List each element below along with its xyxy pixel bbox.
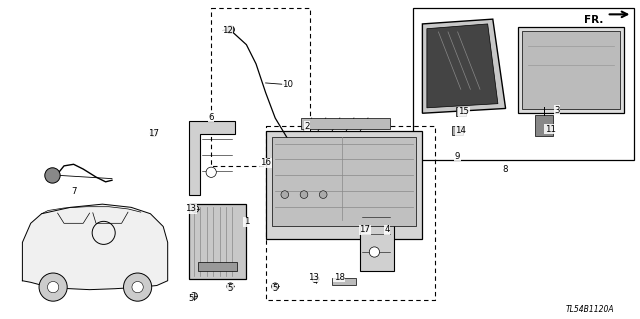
Circle shape bbox=[124, 273, 152, 301]
Text: 2: 2 bbox=[305, 122, 310, 130]
Text: 5: 5 bbox=[188, 294, 193, 303]
Bar bbox=[189, 204, 246, 279]
Text: 14: 14 bbox=[455, 126, 467, 135]
Bar bbox=[266, 126, 435, 300]
Polygon shape bbox=[150, 130, 157, 137]
Text: FR.: FR. bbox=[584, 15, 603, 25]
Bar bbox=[211, 8, 310, 166]
Circle shape bbox=[47, 281, 59, 293]
Bar bbox=[535, 115, 553, 136]
Circle shape bbox=[45, 168, 60, 183]
Text: 5: 5 bbox=[228, 284, 233, 293]
Bar bbox=[332, 278, 356, 285]
Text: 17: 17 bbox=[359, 225, 371, 234]
Circle shape bbox=[369, 247, 380, 257]
Circle shape bbox=[312, 276, 319, 283]
Text: 13: 13 bbox=[308, 273, 319, 282]
Polygon shape bbox=[349, 198, 394, 271]
Bar bbox=[301, 118, 390, 129]
Circle shape bbox=[192, 205, 198, 212]
Bar bbox=[413, 8, 634, 160]
Circle shape bbox=[39, 273, 67, 301]
Text: 5: 5 bbox=[273, 284, 278, 293]
Circle shape bbox=[227, 26, 234, 34]
Text: 11: 11 bbox=[545, 125, 556, 134]
Text: 17: 17 bbox=[148, 130, 159, 138]
Text: 18: 18 bbox=[333, 273, 345, 282]
Polygon shape bbox=[22, 204, 168, 290]
Circle shape bbox=[319, 191, 327, 198]
Circle shape bbox=[300, 191, 308, 198]
Circle shape bbox=[281, 191, 289, 198]
Text: TL54B1120A: TL54B1120A bbox=[566, 305, 614, 314]
Text: 9: 9 bbox=[455, 152, 460, 161]
Text: 13: 13 bbox=[185, 204, 196, 213]
Bar bbox=[522, 31, 620, 109]
Text: 16: 16 bbox=[260, 158, 271, 167]
Bar bbox=[272, 137, 416, 226]
Circle shape bbox=[227, 283, 234, 290]
Text: 7: 7 bbox=[71, 187, 76, 196]
Circle shape bbox=[272, 283, 278, 290]
Bar bbox=[456, 107, 466, 116]
Text: 1: 1 bbox=[244, 217, 249, 226]
Text: 3: 3 bbox=[554, 106, 559, 115]
Circle shape bbox=[132, 281, 143, 293]
Text: 8: 8 bbox=[503, 165, 508, 174]
Bar bbox=[266, 131, 422, 239]
Text: 6: 6 bbox=[209, 113, 214, 122]
Circle shape bbox=[206, 167, 216, 177]
Polygon shape bbox=[360, 226, 367, 232]
Polygon shape bbox=[427, 24, 498, 108]
Polygon shape bbox=[422, 19, 506, 113]
Text: 4: 4 bbox=[385, 225, 390, 234]
Bar bbox=[452, 126, 463, 135]
Bar bbox=[198, 262, 237, 271]
Polygon shape bbox=[189, 121, 235, 195]
Text: 15: 15 bbox=[458, 107, 470, 116]
Text: 12: 12 bbox=[221, 26, 233, 35]
Circle shape bbox=[191, 293, 197, 300]
Text: 10: 10 bbox=[282, 80, 294, 89]
Bar bbox=[518, 27, 624, 113]
